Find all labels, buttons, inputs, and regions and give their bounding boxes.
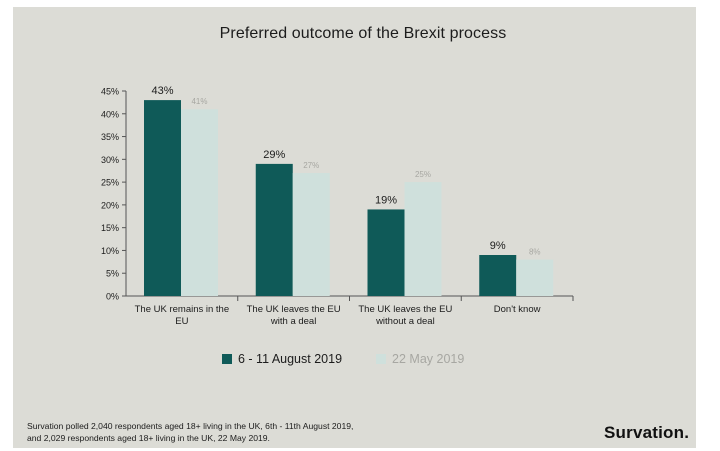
footnote-line-2: and 2,029 respondents aged 18+ living in… <box>27 433 270 443</box>
category-label-1-0: The UK leaves the EU <box>247 304 341 315</box>
footnote-line-1: Survation polled 2,040 respondents aged … <box>27 421 354 431</box>
y-tick-label-9: 45% <box>101 87 119 97</box>
y-tick-label-6: 30% <box>101 155 119 165</box>
category-label-3-0: Don't know <box>494 304 541 315</box>
data-label-s1-c2: 25% <box>415 170 431 179</box>
data-label-s0-c1: 29% <box>263 149 285 161</box>
y-tick-label-4: 20% <box>101 200 119 210</box>
y-tick-label-5: 25% <box>101 178 119 188</box>
data-label-s0-c2: 19% <box>375 194 397 206</box>
data-label-s0-c0: 43% <box>151 85 173 97</box>
data-label-s1-c0: 41% <box>191 97 207 106</box>
y-tick-label-8: 40% <box>101 109 119 119</box>
chart-panel <box>13 7 696 448</box>
bar-s0-c1 <box>255 163 293 296</box>
y-tick-label-0: 0% <box>106 292 119 302</box>
legend: 6 - 11 August 2019 22 May 2019 <box>222 352 498 366</box>
data-label-s0-c3: 9% <box>490 240 506 252</box>
legend-label-may: 22 May 2019 <box>392 352 465 366</box>
bar-s1-c1 <box>292 173 330 296</box>
bar-s1-c2 <box>404 182 442 296</box>
legend-swatch-may <box>376 354 387 364</box>
category-label-1-1: with a deal <box>270 316 316 327</box>
survation-logo: Survation. <box>604 423 690 442</box>
bar-s1-c3 <box>516 259 554 296</box>
data-label-s1-c1: 27% <box>303 161 319 170</box>
y-tick-label-2: 10% <box>101 246 119 256</box>
chart-title: Preferred outcome of the Brexit process <box>219 25 507 42</box>
bar-s1-c0 <box>181 109 218 296</box>
legend-item-august: 6 - 11 August 2019 <box>222 352 342 366</box>
legend-item-may: 22 May 2019 <box>376 352 464 366</box>
y-tick-label-1: 5% <box>106 269 119 279</box>
bar-s0-c0 <box>144 100 181 296</box>
bar-s0-c3 <box>479 255 517 296</box>
y-tick-label-7: 35% <box>101 132 119 142</box>
bar-s0-c2 <box>367 209 405 296</box>
y-tick-label-3: 15% <box>101 223 119 233</box>
category-label-0-0: The UK remains in the <box>135 304 230 315</box>
legend-swatch-august <box>222 354 232 364</box>
data-label-s1-c3: 8% <box>529 248 541 257</box>
legend-label-august: 6 - 11 August 2019 <box>238 352 343 366</box>
category-label-2-0: The UK leaves the EU <box>358 304 452 315</box>
category-label-2-1: without a deal <box>375 316 435 327</box>
category-label-0-1: EU <box>175 316 188 327</box>
footnote: Survation polled 2,040 respondents aged … <box>27 420 353 444</box>
